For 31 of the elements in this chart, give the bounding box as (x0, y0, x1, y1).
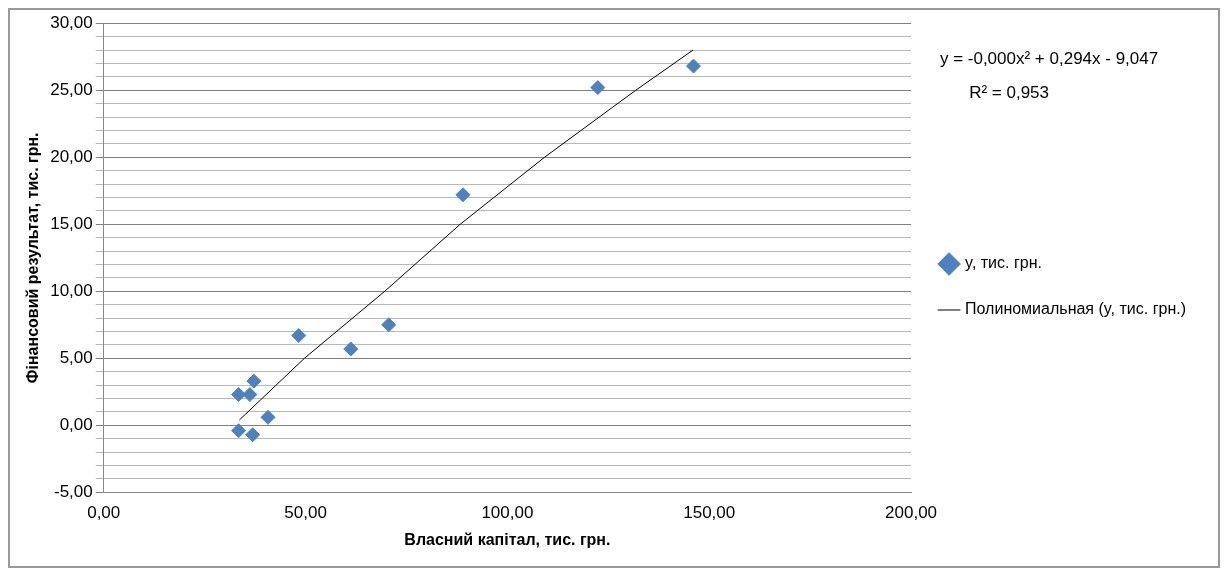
y-tick-label: 10,00 (50, 281, 93, 300)
y-axis-title: Фінансовий результат, тис. грн. (24, 132, 42, 384)
point (242, 387, 258, 403)
legend-label: Полиномиальная (y, тис. грн.) (965, 300, 1186, 318)
x-tick-label: 200,00 (885, 503, 938, 523)
y-tick-label: 30,00 (50, 12, 93, 32)
y-tick-label: 15,00 (50, 213, 93, 233)
x-tick-label: 0,00 (87, 503, 121, 523)
y-tick-label: 0,00 (59, 415, 93, 435)
point (381, 317, 397, 333)
point (231, 423, 247, 439)
x-axis-title: Власний капітал, тис. грн. (404, 530, 611, 548)
y-tick-label: -5,00 (53, 482, 93, 502)
x-tick-label: 150,00 (683, 503, 736, 523)
x-tick-label: 100,00 (481, 503, 534, 523)
point (590, 80, 606, 96)
point (246, 373, 262, 389)
point (245, 427, 261, 443)
legend-label: y, тис. грн. (965, 254, 1042, 272)
text: y = -0,000x² + 0,294x - 9,047 (939, 48, 1159, 68)
point (685, 58, 701, 74)
x-tick-label: 50,00 (284, 503, 327, 523)
y-tick-label: 25,00 (50, 79, 93, 99)
point (455, 187, 471, 203)
text: R² = 0,953 (969, 82, 1049, 102)
y-tick-label: 5,00 (59, 348, 93, 368)
point (343, 341, 359, 357)
point (231, 387, 247, 403)
y-tick-label: 20,00 (50, 146, 93, 166)
point (291, 328, 307, 344)
point (260, 409, 276, 425)
